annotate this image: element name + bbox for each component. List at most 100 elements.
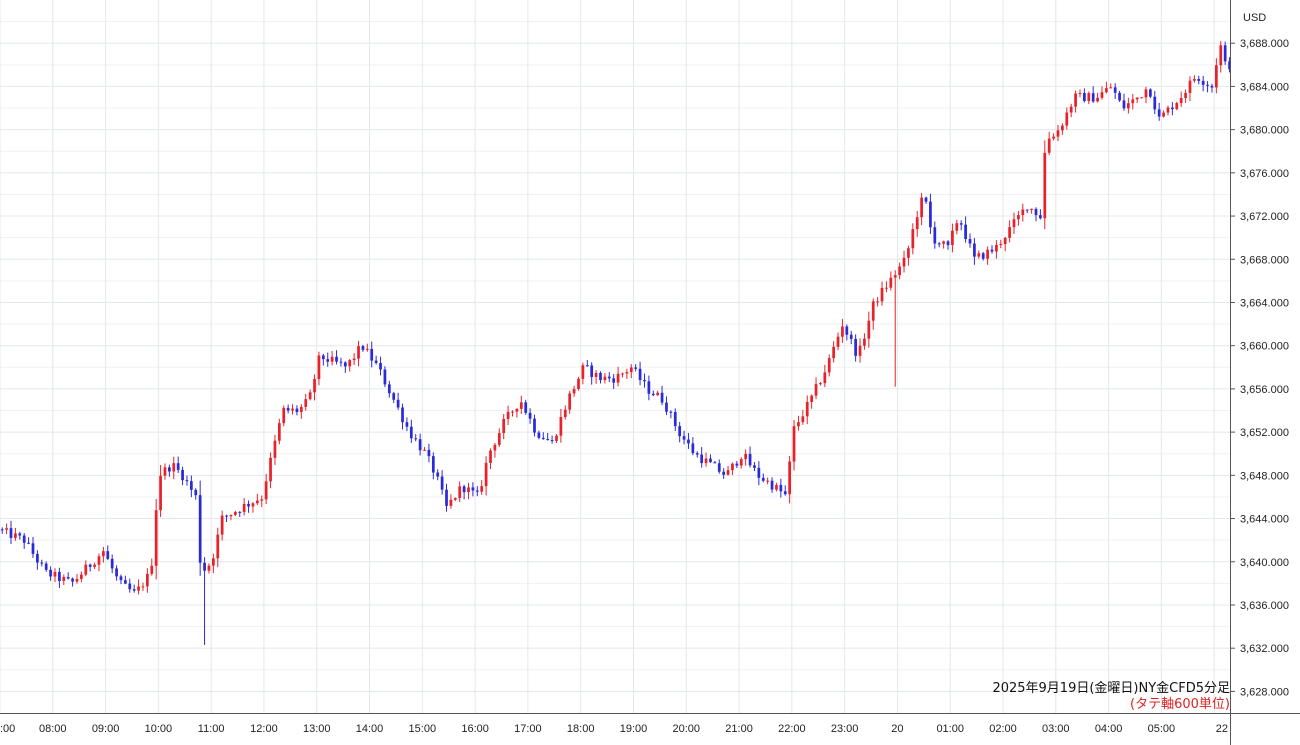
- x-tick-label: 19:00: [620, 723, 648, 735]
- candle-up: [137, 586, 140, 591]
- candle-down: [9, 528, 13, 538]
- candle-down: [22, 535, 26, 543]
- x-tick-label: 10:00: [145, 723, 173, 735]
- candle-down: [49, 569, 52, 577]
- candle-up: [282, 407, 286, 424]
- candle-up: [1219, 45, 1223, 66]
- candle-down: [295, 408, 299, 413]
- candle-down: [678, 426, 682, 437]
- candle-down: [168, 467, 171, 472]
- candle-up: [1105, 88, 1108, 93]
- candle-up: [365, 348, 369, 350]
- candle-down: [1171, 107, 1174, 110]
- candle-down: [427, 449, 431, 457]
- candle-up: [1175, 103, 1179, 110]
- y-tick-label: 3,652.000: [1240, 427, 1289, 439]
- candle-up: [920, 197, 923, 218]
- candle-up: [423, 449, 426, 451]
- y-tick-label: 3,684.000: [1240, 81, 1289, 93]
- candle-down: [854, 338, 857, 356]
- candle-down: [1210, 85, 1214, 88]
- candle-up: [216, 534, 220, 559]
- candle-down: [643, 379, 646, 382]
- candle-up: [150, 565, 154, 574]
- x-axis-ticks: :00 08:00 09:00 10:00 11:00 12:00 13:00 14:00 15…: [0, 723, 1228, 735]
- candle-down: [431, 456, 435, 473]
- candle-down: [1153, 96, 1157, 110]
- candle-up: [264, 481, 268, 500]
- candle-down: [673, 412, 677, 427]
- candle-down: [1201, 80, 1205, 85]
- candle-up: [1074, 93, 1077, 107]
- y-tick-label: 3,664.000: [1240, 297, 1289, 309]
- candle-down: [1091, 93, 1095, 102]
- candle-down: [585, 365, 589, 367]
- candle-up: [563, 409, 567, 417]
- candle-down: [779, 484, 783, 492]
- x-tick-label: 12:00: [250, 723, 278, 735]
- candle-up: [489, 450, 492, 463]
- x-tick-label: 11:00: [198, 723, 225, 735]
- candle-down: [550, 440, 554, 442]
- candle-down: [845, 326, 849, 335]
- candle-up: [14, 533, 17, 538]
- y-tick-label: 3,668.000: [1240, 254, 1289, 266]
- candle-up: [1030, 208, 1033, 211]
- candle-up: [330, 356, 334, 362]
- candle-up: [827, 358, 831, 373]
- candle-down: [361, 346, 365, 350]
- candle-up: [902, 257, 906, 267]
- candle-up: [304, 399, 308, 407]
- candle-up: [1144, 89, 1148, 98]
- candle-up: [506, 411, 510, 419]
- candle-up: [810, 395, 814, 402]
- candle-up: [885, 287, 888, 289]
- candle-up: [858, 345, 862, 356]
- candle-up: [1069, 106, 1073, 113]
- candle-down: [31, 543, 35, 554]
- candle-down: [528, 412, 532, 419]
- candle-up: [1162, 112, 1165, 117]
- candle-down: [981, 253, 985, 259]
- candle-down: [383, 369, 387, 385]
- candle-down: [471, 487, 475, 491]
- candle-up: [511, 411, 514, 413]
- x-tick-label: 02:00: [989, 723, 1017, 735]
- candle-down: [409, 426, 413, 439]
- candle-down: [717, 463, 721, 472]
- candle-up: [1012, 219, 1016, 228]
- candle-down: [181, 469, 184, 481]
- candle-down: [735, 463, 739, 466]
- x-tick-label: 16:00: [461, 723, 489, 735]
- candle-down: [132, 589, 136, 591]
- candle-down: [607, 376, 611, 379]
- candle-up: [1078, 92, 1082, 94]
- candle-down: [238, 511, 242, 513]
- x-tick-label: 23:00: [831, 723, 859, 735]
- candle-up: [581, 365, 585, 379]
- candle-up: [515, 408, 519, 412]
- y-tick-label: 3,632.000: [1240, 643, 1289, 655]
- candle-down: [392, 393, 396, 400]
- candle-up: [251, 503, 255, 507]
- candle-down: [414, 438, 418, 440]
- candle-up: [519, 402, 523, 409]
- candle-up: [242, 503, 246, 512]
- candle-up: [1214, 65, 1218, 88]
- candle-up: [62, 577, 66, 581]
- candle-up: [907, 248, 910, 258]
- candle-down: [599, 372, 602, 381]
- candle-down: [651, 393, 655, 396]
- candle-up: [1047, 138, 1051, 153]
- candle-up: [555, 435, 558, 441]
- candle-down: [748, 453, 752, 466]
- candle-down: [124, 580, 127, 584]
- candle-up: [497, 433, 501, 445]
- candle-up: [1061, 125, 1064, 131]
- candle-up: [480, 486, 484, 492]
- candle-up: [255, 500, 259, 504]
- candle-up: [731, 463, 734, 471]
- candle-up: [1021, 209, 1025, 216]
- candle-down: [713, 462, 717, 464]
- candle-down: [709, 458, 712, 463]
